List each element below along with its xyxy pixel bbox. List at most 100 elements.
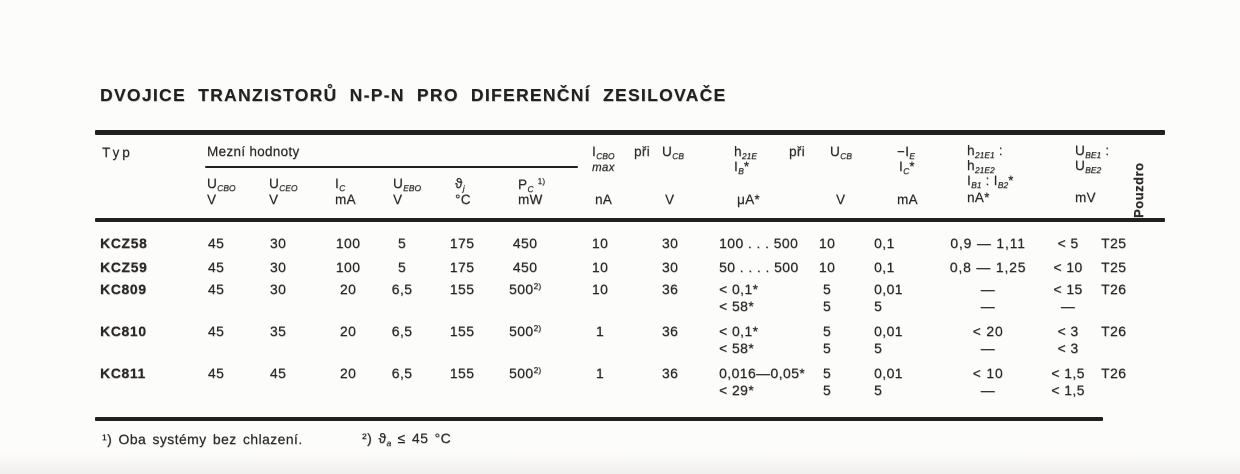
cell-line: —	[980, 340, 996, 356]
cell-ie: 0,01 5	[874, 365, 922, 399]
cell-h21-ratio: 0,9 — 1,11	[928, 235, 1048, 269]
cell-line: 0,9 — 1,11	[950, 235, 1026, 251]
footnote-1: ¹) Oba systémy bez chlazení.	[102, 431, 303, 447]
cell-pouzdro: T26	[1101, 323, 1127, 339]
cell-line: 0,8 — 1,25	[949, 259, 1027, 275]
col-unit-ratio-na: nA*	[967, 190, 990, 205]
cell-ube: < 15—	[1030, 281, 1106, 315]
cell-pc: 5002)	[508, 281, 542, 297]
scan-shadow	[0, 452, 1240, 474]
cell-line: 0,016—0,05*	[719, 365, 806, 381]
cell-icbo-v: 30	[661, 235, 679, 251]
cell-uceo: 45	[269, 365, 287, 381]
cell-line: < 15	[1053, 281, 1083, 297]
cell-icbo: 10	[591, 259, 609, 275]
cell-ube: < 1,5 < 1,5	[1030, 365, 1106, 399]
cell-typ: KCZ59	[100, 259, 148, 275]
cell-line: < 5	[1057, 235, 1079, 251]
cell-line: 5	[822, 382, 832, 398]
cell-line: < 10	[972, 365, 1004, 381]
cell-line: —	[980, 298, 996, 314]
cell-h21e: 50 . . . . 500	[719, 259, 819, 293]
cell-icbo: 10	[591, 235, 609, 251]
col-header-icbo: ICBO	[592, 144, 615, 161]
cell-typ: KC809	[100, 281, 147, 297]
cell-uebo: 6,5	[391, 281, 413, 297]
col-header-ie-ic: IC*	[899, 159, 915, 176]
col-unit-ucbo: V	[207, 192, 217, 207]
cell-pouzdro: T25	[1101, 235, 1127, 251]
cell-h21e: 100 . . . 500	[719, 235, 819, 269]
page-title: DVOJICE TRANZISTORŮ N-P-N PRO DIFERENČNÍ…	[100, 85, 727, 105]
cell-uceo: 30	[269, 281, 287, 297]
col-unit-theta-j: °C	[455, 192, 471, 207]
cell-typ: KC811	[100, 365, 146, 381]
cell-h21e: < 0,1* < 58*	[719, 323, 819, 357]
cell-ie: 0,1	[874, 235, 922, 269]
cell-line: —	[980, 382, 996, 398]
col-unit-ie-ma: mA	[897, 192, 918, 207]
cell-uebo: 5	[397, 235, 407, 251]
cell-theta-j: 175	[449, 235, 475, 251]
col-unit-h21e-v: V	[836, 192, 846, 207]
cell-line: < 10	[1053, 259, 1083, 275]
cell-uceo: 30	[269, 259, 287, 275]
col-unit-uebo: V	[393, 192, 403, 207]
col-header-ube-2: UBE2	[1075, 158, 1102, 175]
cell-ube: < 5	[1030, 235, 1106, 269]
col-header-mezni-hodnoty: Mezní hodnoty	[207, 144, 300, 159]
cell-ucbo: 45	[207, 259, 225, 275]
col-unit-icbo-na: nA	[595, 192, 613, 207]
cell-ic: 20	[339, 365, 357, 381]
col-unit-ic: mA	[335, 192, 356, 207]
col-header-ib-ratio: IB1 : IB2*	[967, 173, 1014, 190]
cell-uebo: 5	[397, 259, 407, 275]
cell-line: 0,01	[874, 365, 903, 381]
cell-icbo: 1	[595, 365, 605, 381]
cell-icbo-v: 36	[661, 323, 679, 339]
cell-icbo-v: 36	[661, 281, 679, 297]
col-header-uebo: UEBO	[393, 176, 422, 193]
cell-line: < 1,5	[1051, 382, 1085, 398]
col-header-h21e-ib: IB*	[734, 159, 750, 176]
cell-ic: 100	[335, 259, 361, 275]
cell-ie: 0,01 5	[874, 323, 922, 357]
cell-ucbo: 45	[207, 281, 225, 297]
cell-line: < 29*	[719, 382, 755, 398]
cell-theta-j: 155	[449, 281, 475, 297]
cell-ucb: 10	[807, 259, 847, 293]
cell-h21-ratio: < 10—	[928, 365, 1048, 399]
cell-line: < 20	[972, 323, 1004, 339]
cell-line: < 1,5	[1051, 365, 1085, 381]
cell-ic: 20	[339, 323, 357, 339]
cell-line: 10	[818, 259, 836, 275]
cell-line: 0,1	[874, 259, 895, 275]
cell-line: 10	[818, 235, 836, 251]
cell-line: 50 . . . . 500	[719, 259, 799, 275]
cell-typ: KCZ58	[100, 235, 148, 251]
cell-theta-j: 175	[449, 259, 475, 275]
cell-ie: 0,1	[874, 259, 922, 293]
cell-ie: 0,01 5	[874, 281, 922, 315]
cell-ube: < 10	[1030, 259, 1106, 293]
cell-icbo-v: 36	[661, 365, 679, 381]
col-header-icbo-max: max	[592, 162, 615, 174]
cell-h21-ratio: — —	[928, 281, 1048, 315]
col-unit-h21e-ua: μA*	[737, 192, 760, 207]
col-header-ucbo: UCBO	[207, 176, 236, 193]
cell-ucbo: 45	[207, 365, 225, 381]
col-header-typ: Typ	[102, 145, 133, 160]
cell-line: 5	[874, 382, 883, 398]
cell-icbo: 1	[595, 323, 605, 339]
col-header-ic: IC	[335, 176, 346, 193]
cell-icbo-v: 30	[661, 259, 679, 275]
col-header-icbo-pri: při	[634, 144, 650, 159]
col-header-h21e-ucb: UCB	[830, 144, 852, 161]
cell-line: 5	[874, 340, 883, 356]
cell-line: 5	[822, 281, 832, 297]
col-unit-uceo: V	[269, 192, 279, 207]
col-header-icbo-ucb: UCB	[662, 144, 684, 161]
